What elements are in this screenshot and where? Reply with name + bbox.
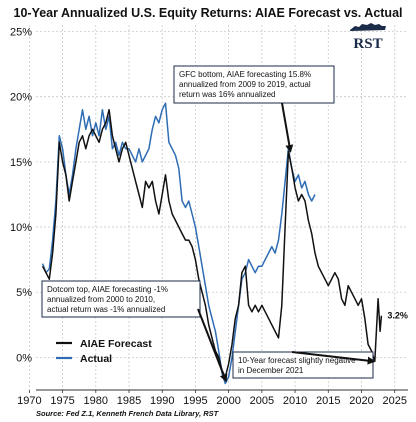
- series-line-actual: [41, 102, 316, 385]
- y-tick-label: 20%: [10, 92, 32, 104]
- rst-logo: RST: [350, 23, 386, 52]
- annotation-box: [232, 351, 374, 379]
- annotation-line: annualized from 2000 to 2010,: [47, 295, 155, 304]
- y-tick-label: 10%: [10, 222, 32, 234]
- series-line-aiae-forecast: [41, 108, 383, 378]
- annotation-line: return was 16% annualized: [179, 90, 276, 99]
- annotation-box: [41, 280, 201, 318]
- last-value-label: 3.2%: [387, 311, 408, 321]
- y-tick-label: 5%: [16, 287, 32, 299]
- source-note: Source: Fed Z.1, Kenneth French Data Lib…: [36, 409, 220, 418]
- legend-label-actual: Actual: [80, 353, 112, 365]
- x-tick-label: 2005: [250, 395, 274, 407]
- logo-text: RST: [353, 36, 382, 52]
- annotation-arrow-gfc: [281, 102, 294, 153]
- chart-title: 10-Year Annualized U.S. Equity Returns: …: [14, 6, 403, 20]
- x-tick-label: 2020: [349, 395, 373, 407]
- legend: AIAE Forecast Actual: [56, 338, 152, 365]
- bull-bear-icon: [350, 23, 386, 31]
- y-tick-label: 0%: [16, 352, 32, 364]
- x-tick-label: 1975: [50, 395, 74, 407]
- x-tick-label: 1970: [17, 395, 41, 407]
- annotation-arrow-dotcom: [197, 308, 228, 383]
- x-tick-label: 1980: [84, 395, 108, 407]
- x-tick-label: 2000: [216, 395, 240, 407]
- annotation-line: 10-Year forecast slightly negative: [238, 356, 356, 365]
- x-axis: 1970 1975 1980 1985 1990 1995 2000 2005 2010 2015…: [17, 389, 408, 407]
- annotation-arrow-dec2021: [291, 351, 376, 365]
- y-tick-label: 15%: [10, 157, 32, 169]
- annotation-box: [173, 65, 335, 104]
- x-tick-label: 2010: [283, 395, 307, 407]
- y-tick-label: 25%: [10, 27, 32, 39]
- y-axis: 0% 5% 10% 15% 20% 25%: [10, 27, 32, 365]
- annotation-line: actual return was -1% annualized: [47, 305, 165, 314]
- x-tick-label: 2025: [382, 395, 406, 407]
- x-tick-label: 1990: [150, 395, 174, 407]
- x-tick-label: 1985: [117, 395, 141, 407]
- series: [41, 102, 383, 385]
- annotation-line: annualized from 2009 to 2019, actual: [179, 80, 311, 89]
- x-tick-label: 2015: [316, 395, 340, 407]
- annotation-line: GFC bottom, AIAE forecasting 15.8%: [179, 70, 311, 79]
- annotation-arrows: [197, 102, 376, 383]
- legend-label-aiae: AIAE Forecast: [80, 338, 152, 350]
- annotation-line: Dotcom top, AIAE forecasting -1%: [47, 285, 168, 294]
- annotation-gfc: GFC bottom, AIAE forecasting 15.8% annua…: [173, 65, 335, 104]
- annotation-dotcom: Dotcom top, AIAE forecasting -1% annuali…: [41, 280, 201, 318]
- annotation-line: in December 2021: [238, 366, 304, 375]
- x-tick-label: 1995: [183, 395, 207, 407]
- annotation-dec-2021: 10-Year forecast slightly negative in De…: [232, 351, 374, 379]
